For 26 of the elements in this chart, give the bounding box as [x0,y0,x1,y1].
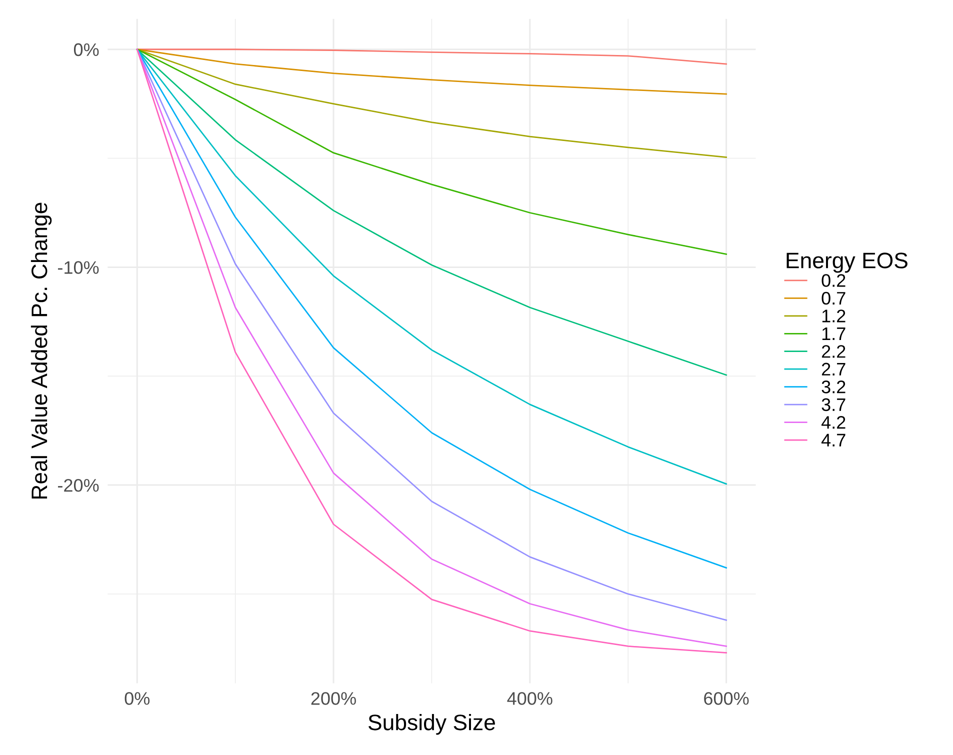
legend-label: 1.7 [822,328,846,340]
line-series [136,48,727,65]
legend-label: 4.7 [821,434,846,446]
line-series [136,48,727,255]
legend-label: 3.2 [822,380,846,394]
y-tick-label: 0% [74,43,99,56]
legend-label: 2.2 [822,345,846,358]
line-series [136,48,727,376]
legend-label: 2.7 [822,362,846,376]
legend-label: 1.2 [822,310,846,322]
legend-title: Energy EOS [786,252,908,273]
y-tick-label: -10% [58,261,99,274]
line-series [136,48,727,95]
legend-label: 3.7 [822,398,846,412]
line-series [136,48,727,485]
x-tick-label: 400% [507,692,552,705]
x-tick-label: 0% [124,692,150,705]
y-tick-label: -20% [58,478,99,492]
x-tick-label: 200% [311,692,356,705]
legend-label: 0.2 [822,274,846,287]
line-series [136,48,727,158]
x-axis-title: Subsidy Size [368,714,495,735]
legend-label: 4.2 [821,416,846,429]
legend-label: 0.7 [822,292,846,305]
y-axis-title: Real Value Added Pc. Change [30,202,52,499]
x-tick-label: 600% [704,692,749,705]
